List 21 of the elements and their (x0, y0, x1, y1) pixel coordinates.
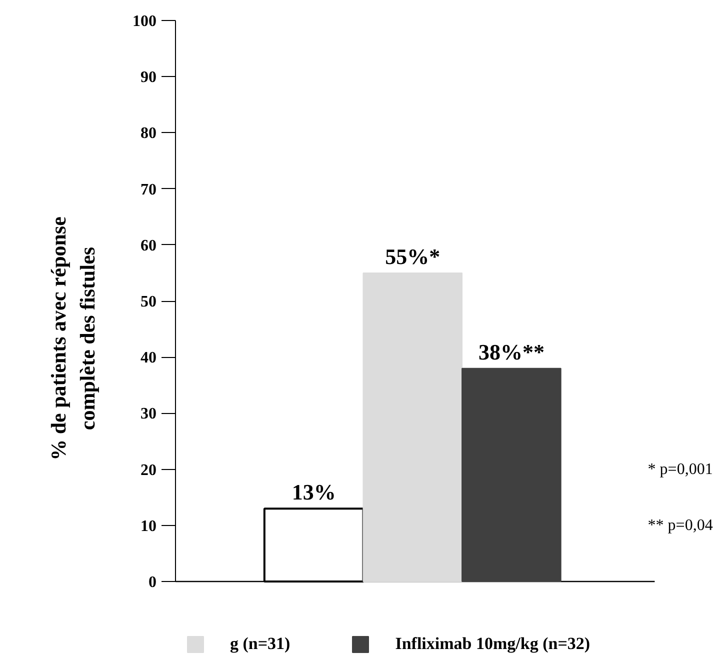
y-axis-title: % de patients avec réponse complète des fistules (46, 216, 100, 460)
bar (362, 272, 463, 582)
bar (462, 368, 562, 582)
data-label: 13% (292, 480, 336, 505)
y-tick-label: 80 (140, 125, 156, 142)
legend-label: g (n=31) (230, 634, 290, 654)
y-tick-label: 100 (132, 13, 156, 30)
y-tick-label: 20 (140, 462, 156, 479)
y-tick-label: 70 (140, 181, 156, 198)
y-tick-label: 10 (140, 518, 156, 535)
y-tick-label: 50 (140, 294, 156, 310)
legend-label: Infliximab 10mg/kg (n=32) (395, 634, 590, 654)
annotation: * p=0,001 (648, 460, 713, 478)
annotation: ** p=0,04 (648, 516, 713, 534)
data-label: 55%* (385, 244, 440, 269)
data-label: 38%** (478, 339, 544, 364)
y-tick-label: 90 (140, 69, 156, 86)
y-tick-label: 0 (148, 574, 156, 591)
y-tick-label: 60 (140, 237, 156, 254)
y-tick-label: 30 (140, 406, 156, 423)
y-tick-label: 40 (140, 350, 156, 367)
